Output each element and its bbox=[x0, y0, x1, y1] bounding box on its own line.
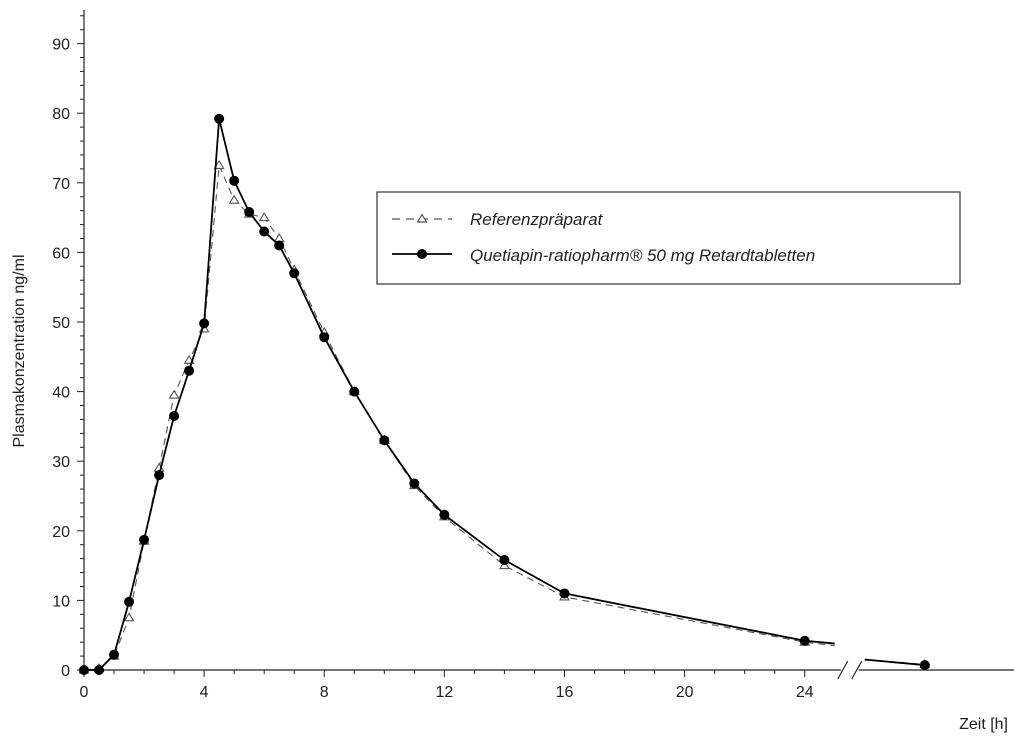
data-point-quetiapin bbox=[229, 175, 240, 186]
data-point-quetiapin bbox=[199, 318, 210, 329]
data-point-quetiapin bbox=[499, 555, 510, 566]
legend-item-reference: Referenzpräparat bbox=[392, 210, 604, 229]
x-axis-title: Zeit [h] bbox=[959, 716, 1008, 733]
data-point-quetiapin bbox=[214, 113, 225, 124]
y-tick-label: 30 bbox=[52, 454, 70, 471]
axis-break-stroke bbox=[851, 660, 863, 680]
data-point-quetiapin bbox=[274, 240, 285, 251]
legend: Referenzpräparat Quetiapin-ratiopharm® 5… bbox=[376, 191, 961, 285]
legend-item-quetiapin: Quetiapin-ratiopharm® 50 mg Retardtablet… bbox=[392, 246, 815, 265]
data-point-reference bbox=[123, 612, 135, 622]
data-point-quetiapin bbox=[79, 665, 89, 675]
series-layer bbox=[78, 113, 931, 675]
x-tick-label: 12 bbox=[435, 684, 453, 701]
data-point-quetiapin bbox=[124, 596, 135, 607]
x-tick-label: 20 bbox=[676, 684, 694, 701]
data-point-quetiapin bbox=[94, 665, 105, 675]
x-axis-ticks: 0 4 8 12 16 20 24 bbox=[80, 670, 814, 701]
data-point-reference bbox=[273, 232, 285, 243]
data-point-quetiapin bbox=[409, 478, 420, 489]
data-point-quetiapin bbox=[109, 649, 120, 660]
y-tick-label: 50 bbox=[52, 315, 70, 332]
x-tick-label: 16 bbox=[556, 684, 574, 701]
x-tick-label: 4 bbox=[200, 684, 209, 701]
data-point-quetiapin bbox=[799, 635, 810, 646]
x-tick-label: 0 bbox=[80, 684, 89, 701]
data-point-quetiapin bbox=[559, 588, 570, 599]
data-point-quetiapin bbox=[244, 207, 255, 218]
y-tick-label: 10 bbox=[52, 593, 70, 610]
y-tick-label: 80 bbox=[52, 106, 70, 123]
data-point-quetiapin bbox=[289, 268, 300, 279]
data-point-quetiapin bbox=[319, 332, 330, 343]
series-quetiapin bbox=[79, 113, 930, 675]
y-axis-title: Plasmakonzentration ng/ml bbox=[11, 255, 28, 448]
y-tick-label: 0 bbox=[61, 663, 70, 680]
plot-area: 0 4 8 12 16 20 24 0 10 20 30 40 50 60 70 80 90 bbox=[52, 10, 1014, 701]
data-point-reference bbox=[213, 159, 225, 169]
series-reference-line bbox=[83, 165, 835, 671]
legend-swatch-quetiapin-marker bbox=[417, 249, 427, 259]
legend-swatch-reference-marker bbox=[416, 213, 428, 223]
data-point-quetiapin bbox=[349, 386, 360, 397]
axis-break-gap bbox=[840, 660, 859, 680]
data-point-reference bbox=[228, 194, 240, 204]
axis-break-mark bbox=[837, 660, 863, 680]
series-quetiapin-line bbox=[84, 118, 835, 671]
y-tick-label: 70 bbox=[52, 176, 70, 193]
data-point-quetiapin bbox=[139, 534, 150, 545]
y-tick-label: 40 bbox=[52, 385, 70, 402]
y-axis-ticks: 0 10 20 30 40 50 60 70 80 90 bbox=[52, 15, 84, 680]
data-point-quetiapin bbox=[259, 226, 270, 237]
data-point-reference bbox=[168, 389, 180, 399]
y-tick-label: 90 bbox=[52, 37, 70, 54]
legend-label-quetiapin: Quetiapin-ratiopharm® 50 mg Retardtablet… bbox=[470, 246, 815, 265]
legend-label-reference: Referenzpräparat bbox=[470, 210, 604, 229]
y-tick-label: 20 bbox=[52, 524, 70, 541]
y-tick-label: 60 bbox=[52, 245, 70, 262]
data-point-quetiapin bbox=[184, 365, 195, 376]
data-point-quetiapin bbox=[439, 509, 450, 520]
x-tick-label: 24 bbox=[796, 684, 814, 701]
data-point-quetiapin bbox=[379, 435, 390, 446]
x-tick-label: 8 bbox=[320, 684, 329, 701]
data-point-quetiapin bbox=[919, 660, 930, 671]
data-point-reference bbox=[258, 212, 270, 222]
data-point-quetiapin bbox=[169, 410, 180, 421]
axis-break-stroke bbox=[837, 660, 849, 680]
series-quetiapin-line bbox=[864, 658, 925, 667]
legend-box bbox=[376, 191, 961, 285]
data-point-quetiapin bbox=[154, 470, 165, 481]
